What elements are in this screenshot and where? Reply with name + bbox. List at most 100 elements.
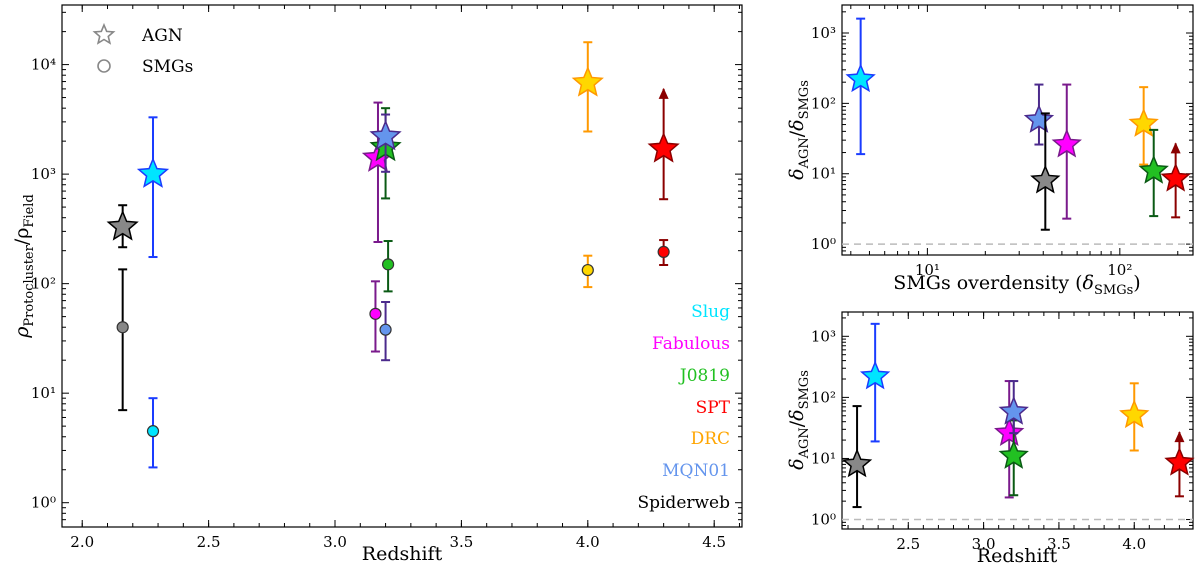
top-right-star-fabulous: [1051, 83, 1082, 220]
main-circle-j0819: [381, 240, 395, 293]
legend-agn-label: AGN: [141, 26, 183, 46]
main-star-spt: [647, 87, 680, 201]
bottom-right-star-mqn01: [998, 380, 1029, 435]
bottom-right-star-slug: [859, 322, 891, 443]
bottom-right-xtick-label: 4.0: [1122, 535, 1146, 553]
top-right-ytick-label: 10¹: [811, 165, 836, 183]
top-right-star-spiderweb: [1030, 112, 1061, 231]
main-xtick-label: 4.5: [702, 533, 726, 551]
top-right-star-marker-spiderweb: [1030, 164, 1061, 194]
top-right-panel: 10¹ 10² 10⁰ 10¹ 10² 10³ SMGs overdensity (δSM…: [786, 4, 1194, 298]
bottom-right-ytick-label: 10²: [811, 388, 836, 406]
bottom-right-star-drc: [1119, 382, 1150, 452]
main-marks: [106, 41, 680, 469]
bottom-right-star-marker-spt: [1164, 446, 1195, 476]
top-right-xlabel: SMGs overdensity (δSMGs): [893, 272, 1140, 298]
main-circle-marker-slug: [146, 425, 160, 438]
main-circle-spt: [657, 239, 670, 266]
bottom-right-star-spt: [1164, 431, 1195, 498]
bottom-right-ytick-label: 10³: [811, 327, 836, 345]
main-ytick-label: 10²: [31, 275, 56, 293]
top-right-star-mqn01: [1023, 83, 1055, 146]
top-right-star-slug: [845, 17, 876, 156]
name-spiderweb: Spiderweb: [637, 493, 730, 513]
main-star-drc: [571, 41, 604, 133]
bottom-right-star-marker-mqn01: [998, 395, 1029, 425]
bottom-right-xtick-label: 3.5: [1047, 535, 1071, 553]
bottom-right-star-marker-fabulous: [994, 417, 1025, 447]
main-ytick-label: 10³: [31, 165, 56, 183]
bottom-right-panel: 2.5 3.0 3.5 4.0 10⁰ 10¹ 10² 10³ Redshift δAGN/δ…: [786, 311, 1195, 567]
name-fabulous: Fabulous: [652, 334, 730, 354]
bottom-right-ticks: 2.5 3.0 3.5 4.0 10⁰ 10¹ 10² 10³: [811, 312, 1193, 553]
top-right-plot-frame: [841, 4, 1194, 256]
name-drc: DRC: [691, 429, 730, 449]
main-xtick-label: 2.5: [197, 533, 221, 551]
legend: AGN SMGs: [92, 22, 193, 77]
main-circle-fabulous: [369, 280, 382, 353]
bottom-right-star-marker-drc: [1119, 399, 1150, 429]
main-circle-drc: [581, 254, 594, 289]
main-star-slug: [136, 116, 170, 259]
main-circle-mqn01: [379, 300, 392, 362]
top-right-ytick-label: 10²: [811, 94, 836, 112]
main-panel: 2.0 2.5 3.0 3.5 4.0 4.5 10⁰ 10¹ 10² 10³ 10⁴ Redshi…: [11, 4, 743, 565]
top-right-ytick-label: 10³: [811, 24, 836, 42]
main-star-spiderweb: [106, 204, 139, 249]
main-ytick-label: 10⁰: [31, 494, 56, 512]
main-circle-marker-mqn01: [379, 323, 392, 336]
main-circle-marker-fabulous: [369, 307, 382, 320]
top-right-marks: [842, 17, 1193, 245]
top-right-ytick-label: 10⁰: [811, 235, 836, 253]
legend-star-shape: [92, 22, 116, 45]
top-right-xtick-label: 10¹: [915, 261, 940, 279]
main-ylabel: ρProtocluster/ρField: [11, 194, 37, 339]
main-circle-slug: [146, 397, 160, 469]
top-right-xtick-label: 10²: [1107, 261, 1132, 279]
top-right-star-marker-spt: [1160, 162, 1191, 192]
main-circle-marker-spt: [657, 245, 670, 258]
main-xtick-label: 2.0: [70, 533, 94, 551]
legend-smg-label: SMGs: [142, 57, 193, 77]
bottom-right-xtick-label: 3.0: [972, 535, 996, 553]
top-right-ticks: 10¹ 10² 10⁰ 10¹ 10² 10³: [811, 5, 1193, 279]
top-right-ylabel: δAGN/δSMGs: [786, 80, 812, 180]
main-star-marker-slug: [136, 157, 170, 188]
name-j0819: J0819: [678, 366, 730, 386]
name-spt: SPT: [696, 398, 731, 418]
bottom-right-xlabel: Redshift: [977, 545, 1058, 567]
legend-smg-marker: [97, 59, 111, 73]
top-right-limit-arrow-spt: [1170, 142, 1181, 154]
legend-agn-marker: [92, 22, 116, 45]
main-star-marker-spiderweb: [106, 209, 139, 241]
top-right-star-marker-slug: [845, 63, 876, 93]
main-circle-marker-spiderweb: [116, 321, 129, 334]
bottom-right-star-marker-j0819: [998, 439, 1029, 469]
main-xtick-label: 3.5: [449, 533, 473, 551]
main-ytick-label: 10¹: [31, 384, 56, 402]
name-mqn01: MQN01: [662, 461, 730, 481]
bottom-right-xtick-label: 2.5: [896, 535, 920, 553]
bottom-right-ytick-label: 10¹: [811, 449, 836, 467]
main-xtick-label: 3.0: [323, 533, 347, 551]
bottom-right-ytick-label: 10⁰: [811, 511, 836, 529]
top-right-star-marker-j0819: [1138, 154, 1169, 184]
bottom-right-marks: [841, 322, 1195, 521]
main-circle-spiderweb: [116, 268, 129, 412]
main-circle-marker-drc: [581, 263, 594, 277]
main-star-marker-mqn01: [369, 119, 402, 151]
main-circle-marker-j0819: [381, 258, 395, 271]
main-star-mqn01: [369, 113, 402, 173]
main-plot-frame: [61, 4, 743, 528]
bottom-right-ylabel: δAGN/δSMGs: [786, 370, 812, 470]
bottom-right-star-marker-spiderweb: [841, 448, 873, 478]
bottom-right-plot-frame: [841, 311, 1194, 530]
main-ytick-label: 10⁴: [31, 56, 56, 74]
bottom-right-star-fabulous: [994, 380, 1025, 499]
protocluster-names: Slug Fabulous J0819 SPT DRC MQN01 Spider…: [637, 302, 730, 513]
top-right-star-marker-fabulous: [1051, 128, 1082, 158]
top-right-star-j0819: [1138, 128, 1169, 218]
top-right-star-spt: [1160, 142, 1191, 219]
main-star-marker-drc: [571, 65, 604, 97]
